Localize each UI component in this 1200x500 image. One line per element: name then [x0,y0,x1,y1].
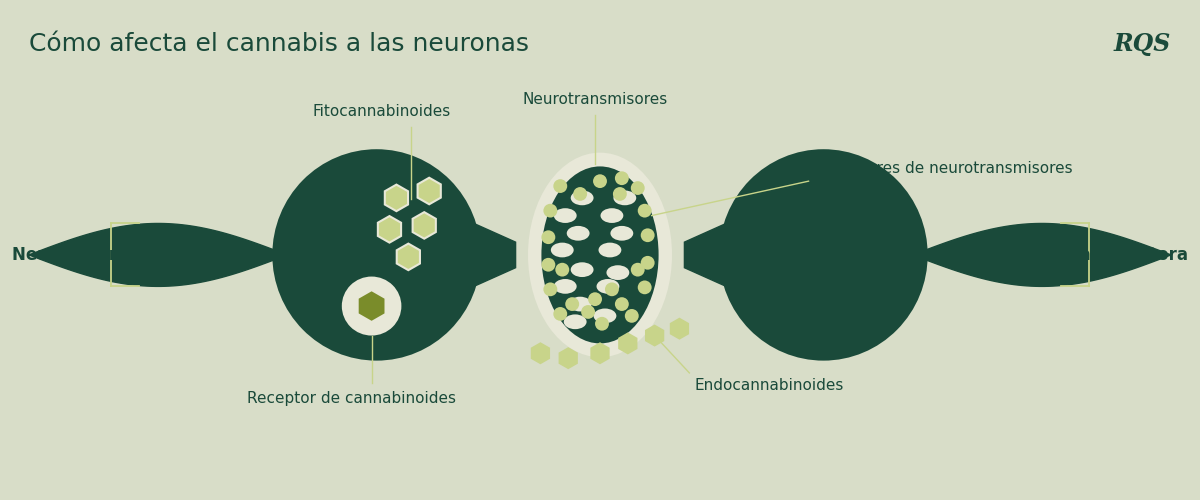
Circle shape [614,297,629,311]
Ellipse shape [611,226,634,240]
Text: Receptores de neurotransmisores: Receptores de neurotransmisores [814,161,1072,176]
Polygon shape [532,344,550,363]
Circle shape [553,307,568,321]
Text: Receptor de cannabinoides: Receptor de cannabinoides [247,390,456,406]
Polygon shape [913,224,1171,286]
Polygon shape [671,319,688,338]
Ellipse shape [569,296,592,312]
Text: Neurona receptora: Neurona receptora [1010,246,1188,264]
Polygon shape [413,212,436,238]
Text: Cómo afecta el cannabis a las neuronas: Cómo afecta el cannabis a las neuronas [29,32,529,56]
Polygon shape [418,178,440,204]
Ellipse shape [541,166,659,344]
Circle shape [541,230,556,244]
Ellipse shape [606,265,629,280]
Circle shape [553,179,568,193]
Polygon shape [29,224,287,286]
Circle shape [641,228,655,242]
Ellipse shape [528,152,672,357]
Circle shape [631,181,644,195]
Circle shape [614,172,629,185]
Text: Neurona emisora: Neurona emisora [12,246,173,264]
Circle shape [565,297,580,311]
Ellipse shape [564,314,587,329]
Circle shape [637,204,652,218]
Ellipse shape [719,149,928,360]
Polygon shape [559,348,577,368]
Circle shape [637,280,652,294]
Ellipse shape [594,308,617,324]
Polygon shape [474,224,516,286]
Circle shape [556,263,569,276]
Ellipse shape [613,190,636,206]
Text: RQS: RQS [1114,32,1171,56]
Ellipse shape [571,262,594,277]
Text: Neurotransmisores: Neurotransmisores [522,92,667,108]
Circle shape [593,174,607,188]
Polygon shape [397,244,420,270]
Circle shape [574,187,587,201]
Circle shape [581,305,595,319]
Circle shape [641,256,655,270]
Circle shape [541,258,556,272]
Polygon shape [592,344,608,363]
Circle shape [631,263,644,276]
Polygon shape [646,326,664,345]
Ellipse shape [600,208,623,223]
Circle shape [588,292,602,306]
Circle shape [342,276,401,336]
Polygon shape [385,184,408,211]
Circle shape [625,309,638,323]
Ellipse shape [551,242,574,258]
Circle shape [605,282,619,296]
Ellipse shape [566,226,589,240]
Ellipse shape [571,190,594,206]
Polygon shape [378,216,401,242]
Polygon shape [684,224,726,286]
Text: Fitocannabinoides: Fitocannabinoides [312,104,451,119]
Circle shape [544,282,557,296]
Polygon shape [619,334,636,353]
Ellipse shape [599,242,622,258]
Circle shape [595,317,608,330]
Circle shape [544,204,557,218]
Circle shape [613,187,626,201]
Ellipse shape [554,208,577,223]
Ellipse shape [596,279,619,294]
Ellipse shape [554,279,577,294]
Text: Endocannabinoides: Endocannabinoides [695,378,844,393]
Polygon shape [359,292,384,321]
Ellipse shape [272,149,481,360]
